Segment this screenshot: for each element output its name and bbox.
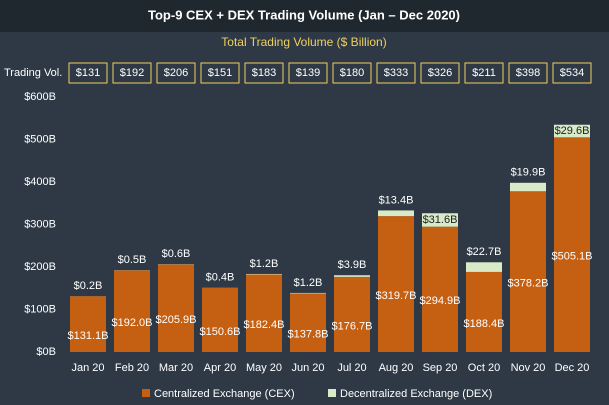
y-tick-label: $100B <box>24 303 56 315</box>
y-tick-label: $600B <box>24 91 56 103</box>
legend-label: Decentralized Exchange (DEX) <box>340 388 492 400</box>
bar-dex <box>290 292 326 294</box>
total-label: $192 <box>120 67 144 79</box>
total-label: $534 <box>560 67 584 79</box>
dex-value-label: $1.2B <box>250 258 279 270</box>
bar-cex <box>554 137 590 352</box>
bar-cex <box>70 296 106 352</box>
dex-value-label: $22.7B <box>467 246 502 258</box>
dex-value-label: $29.6B <box>555 125 590 137</box>
legend-swatch <box>328 389 336 397</box>
totals-label: Trading Vol. <box>4 67 62 79</box>
y-tick-label: $0B <box>36 346 56 358</box>
bar-dex <box>510 182 546 192</box>
x-tick-label: Aug 20 <box>379 362 414 374</box>
total-box <box>68 62 108 84</box>
total-box <box>332 62 372 84</box>
y-tick-label: $300B <box>24 218 56 230</box>
total-label: $211 <box>472 67 496 79</box>
cex-value-label: $150.6B <box>200 326 241 338</box>
x-tick-label: Jun 20 <box>291 362 324 374</box>
y-tick-label: $200B <box>24 261 56 273</box>
bar-cex <box>158 264 194 352</box>
cex-value-label: $188.4B <box>464 318 505 330</box>
bar-cex <box>334 276 370 352</box>
cex-value-label: $319.7B <box>376 290 417 302</box>
dex-value-label: $0.5B <box>118 254 147 266</box>
dex-value-label: $0.4B <box>206 272 235 284</box>
dex-value-label: $0.6B <box>162 248 191 260</box>
legend-label: Centralized Exchange (CEX) <box>154 388 295 400</box>
total-box <box>112 62 152 84</box>
bar-cex <box>510 191 546 352</box>
cex-value-label: $176.7B <box>332 320 373 332</box>
bar-cex <box>422 226 458 352</box>
bar-cex <box>202 287 238 352</box>
x-tick-label: Jan 20 <box>71 362 104 374</box>
total-label: $183 <box>252 67 276 79</box>
dex-value-label: $19.9B <box>511 167 546 179</box>
x-tick-label: May 20 <box>246 362 282 374</box>
total-label: $326 <box>428 67 452 79</box>
total-box <box>244 62 284 84</box>
x-tick-label: Oct 20 <box>468 362 500 374</box>
total-label: $180 <box>340 67 364 79</box>
legend-swatch <box>142 389 150 397</box>
total-box <box>420 62 460 84</box>
cex-value-label: $205.9B <box>156 314 197 326</box>
cex-value-label: $137.8B <box>288 329 329 341</box>
cex-value-label: $505.1B <box>552 251 593 263</box>
total-box <box>464 62 504 84</box>
bar-cex <box>378 216 414 352</box>
total-box <box>376 62 416 84</box>
x-tick-label: Nov 20 <box>511 362 546 374</box>
total-label: $139 <box>296 67 320 79</box>
x-tick-label: Apr 20 <box>204 362 236 374</box>
x-tick-label: Mar 20 <box>159 362 193 374</box>
total-box <box>156 62 196 84</box>
total-box <box>508 62 548 84</box>
x-tick-label: Sep 20 <box>423 362 458 374</box>
cex-value-label: $131.1B <box>68 330 109 342</box>
dex-value-label: $1.2B <box>294 277 323 289</box>
bar-cex <box>114 270 150 352</box>
total-label: $151 <box>208 67 232 79</box>
cex-value-label: $182.4B <box>244 319 285 331</box>
chart-subtitle: Total Trading Volume ($ Billion) <box>221 35 386 49</box>
total-label: $131 <box>76 67 100 79</box>
bar-cex <box>290 293 326 352</box>
x-tick-label: Feb 20 <box>115 362 149 374</box>
bar-dex <box>422 213 458 227</box>
total-box <box>552 62 592 84</box>
bar-cex <box>246 274 282 352</box>
total-box <box>288 62 328 84</box>
total-box <box>200 62 240 84</box>
bar-cex <box>466 271 502 352</box>
cex-value-label: $294.9B <box>420 295 461 307</box>
total-label: $206 <box>164 67 188 79</box>
bar-dex <box>246 273 282 275</box>
dex-value-label: $13.4B <box>379 194 414 206</box>
bar-dex <box>334 275 370 277</box>
dex-value-label: $0.2B <box>74 280 103 292</box>
bar-dex <box>554 124 590 138</box>
y-tick-label: $400B <box>24 176 56 188</box>
x-tick-label: Jul 20 <box>337 362 366 374</box>
dex-value-label: $31.6B <box>423 214 458 226</box>
title-band <box>0 0 609 32</box>
bar-dex <box>378 210 414 217</box>
cex-value-label: $192.0B <box>112 317 153 329</box>
y-tick-label: $500B <box>24 133 56 145</box>
x-tick-label: Dec 20 <box>555 362 590 374</box>
dex-value-label: $3.9B <box>338 259 367 271</box>
cex-value-label: $378.2B <box>508 278 549 290</box>
total-label: $333 <box>384 67 408 79</box>
chart-title: Top-9 CEX + DEX Trading Volume (Jan – De… <box>148 7 460 22</box>
bar-dex <box>466 262 502 272</box>
total-label: $398 <box>516 67 540 79</box>
